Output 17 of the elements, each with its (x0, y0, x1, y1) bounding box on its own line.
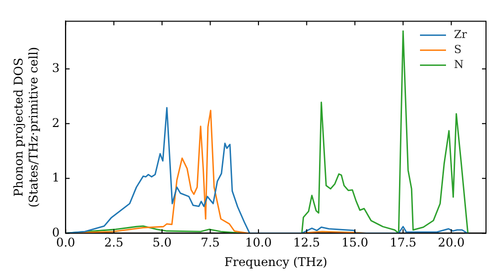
x-tick-label: 2.5 (104, 236, 124, 250)
legend-label: Zr (454, 28, 468, 42)
y-tick-label: 2 (52, 116, 60, 130)
x-tick-label: 15.0 (342, 236, 368, 250)
x-tick-label: 20.0 (438, 236, 465, 250)
y-tick-label: 1 (52, 170, 60, 185)
y-axis-title: Phonon projected DOS (States/THz·primitive cell) (12, 46, 41, 208)
x-tick-label: 10.0 (245, 236, 272, 250)
x-tick-label: 5.0 (152, 236, 172, 250)
x-tick-label: 0.0 (56, 236, 76, 250)
x-tick-label: 7.5 (200, 236, 220, 250)
legend-label: S (454, 43, 462, 56)
x-axis-title: Frequency (THz) (224, 254, 328, 269)
x-tick-label: 12.5 (293, 236, 320, 250)
legend-label: N (454, 58, 464, 72)
x-tick-label: 17.5 (390, 236, 416, 250)
y-tick-label: 3 (52, 60, 60, 75)
